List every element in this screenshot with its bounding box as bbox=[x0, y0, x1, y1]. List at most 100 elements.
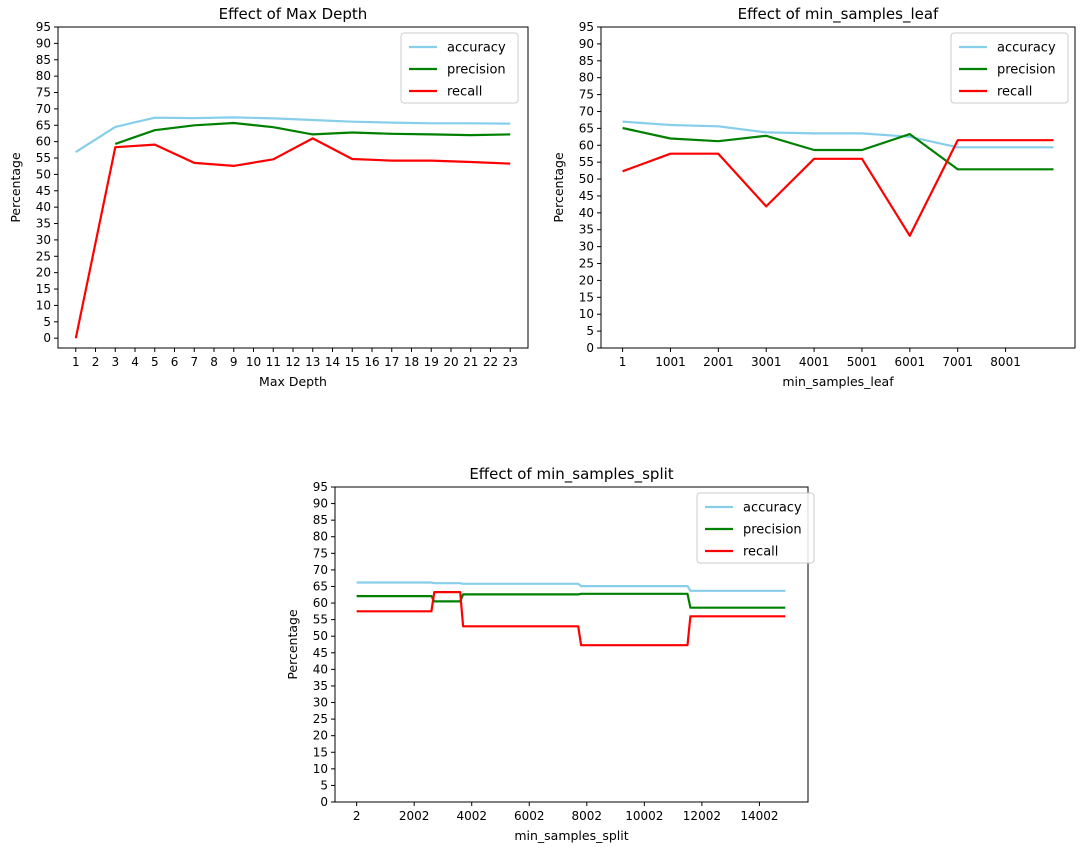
series-line-accuracy bbox=[75, 116, 511, 154]
y-tick-label: 80 bbox=[36, 69, 51, 83]
legend-label-accuracy: accuracy bbox=[447, 41, 506, 56]
legend: accuracy precision recall bbox=[950, 32, 1069, 104]
series-line-accuracy bbox=[356, 581, 786, 592]
y-tick-label: 60 bbox=[36, 135, 51, 149]
y-tick-label: 10 bbox=[579, 307, 594, 321]
x-tick-label: 21 bbox=[463, 355, 478, 369]
y-tick-label: 10 bbox=[313, 762, 328, 776]
y-tick-label: 55 bbox=[313, 613, 328, 627]
y-tick-label: 60 bbox=[313, 596, 328, 610]
series-line-accuracy bbox=[622, 120, 1054, 149]
y-tick-label: 45 bbox=[579, 189, 594, 203]
x-tick-label: 6 bbox=[171, 355, 179, 369]
y-tick-label: 70 bbox=[313, 563, 328, 577]
y-tick-label: 85 bbox=[313, 513, 328, 527]
y-axis-label: Percentage bbox=[8, 152, 23, 223]
y-axis-label: Percentage bbox=[285, 609, 300, 680]
x-tick-label: 2002 bbox=[399, 809, 430, 823]
y-tick-label: 30 bbox=[579, 240, 594, 254]
y-tick-label: 20 bbox=[313, 729, 328, 743]
x-tick-label: 7001 bbox=[942, 355, 973, 369]
y-tick-label: 70 bbox=[36, 102, 51, 116]
legend-label-precision: precision bbox=[997, 63, 1056, 78]
y-tick-label: 35 bbox=[579, 223, 594, 237]
x-tick-label: 4001 bbox=[799, 355, 830, 369]
series-line-recall bbox=[74, 137, 511, 339]
y-tick-label: 35 bbox=[36, 217, 51, 231]
y-tick-label: 65 bbox=[579, 121, 594, 135]
x-tick-label: 5001 bbox=[847, 355, 878, 369]
x-tick-label: 15 bbox=[345, 355, 360, 369]
legend-label-accuracy: accuracy bbox=[997, 41, 1056, 56]
plot-frame bbox=[600, 26, 1076, 349]
x-tick-label: 14 bbox=[325, 355, 340, 369]
plot-frame bbox=[57, 26, 529, 349]
x-tick-label: 23 bbox=[503, 355, 518, 369]
chart-title: Effect of min_samples_split bbox=[469, 465, 673, 484]
y-tick-label: 90 bbox=[313, 497, 328, 511]
y-tick-label: 55 bbox=[36, 151, 51, 165]
x-axis-label: Max Depth bbox=[259, 374, 327, 389]
x-tick-label: 12002 bbox=[683, 809, 721, 823]
x-tick-label: 5 bbox=[151, 355, 159, 369]
x-tick-label: 2001 bbox=[703, 355, 734, 369]
x-tick-label: 4002 bbox=[456, 809, 487, 823]
y-tick-label: 5 bbox=[320, 778, 328, 792]
legend-label-recall: recall bbox=[447, 85, 482, 100]
x-tick-label: 14002 bbox=[740, 809, 778, 823]
y-tick-label: 85 bbox=[579, 54, 594, 68]
series-group bbox=[74, 116, 511, 339]
y-tick-label: 0 bbox=[586, 341, 594, 355]
x-tick-label: 8001 bbox=[990, 355, 1021, 369]
plot-frame bbox=[334, 486, 809, 803]
y-tick-label: 80 bbox=[579, 71, 594, 85]
y-tick-label: 5 bbox=[43, 315, 51, 329]
legend-label-recall: recall bbox=[997, 85, 1032, 100]
legend: accuracy precision recall bbox=[696, 492, 815, 564]
chart-title: Effect of Max Depth bbox=[219, 5, 368, 23]
chart-min-samples-leaf: Effect of min_samples_leaf 0 5 10 15 20 25 30 35… bbox=[551, 5, 1076, 389]
series-group bbox=[622, 120, 1054, 237]
x-tick-label: 13 bbox=[305, 355, 320, 369]
x-tick-label: 7 bbox=[190, 355, 198, 369]
x-tick-label: 2 bbox=[92, 355, 100, 369]
y-tick-label: 0 bbox=[43, 331, 51, 345]
series-line-recall bbox=[622, 139, 1054, 237]
x-axis-label: min_samples_split bbox=[514, 828, 628, 843]
chart-title: Effect of min_samples_leaf bbox=[738, 5, 939, 24]
y-tick-label: 20 bbox=[579, 273, 594, 287]
x-tick-label: 1 bbox=[619, 355, 627, 369]
y-tick-label: 85 bbox=[36, 53, 51, 67]
y-tick-label: 50 bbox=[579, 172, 594, 186]
x-tick-label: 22 bbox=[483, 355, 498, 369]
y-tick-label: 40 bbox=[313, 662, 328, 676]
y-tick-label: 95 bbox=[36, 20, 51, 34]
x-tick-label: 16 bbox=[364, 355, 379, 369]
legend-label-accuracy: accuracy bbox=[743, 501, 802, 516]
series-line-recall bbox=[356, 590, 786, 647]
x-tick-label: 11 bbox=[266, 355, 281, 369]
y-tick-label: 35 bbox=[313, 679, 328, 693]
x-tick-label: 10002 bbox=[625, 809, 663, 823]
y-tick-label: 75 bbox=[579, 88, 594, 102]
y-tick-label: 0 bbox=[320, 795, 328, 809]
y-tick-label: 45 bbox=[313, 646, 328, 660]
y-tick-label: 15 bbox=[313, 745, 328, 759]
x-tick-label: 8 bbox=[210, 355, 218, 369]
y-tick-label: 25 bbox=[313, 712, 328, 726]
x-tick-label: 9 bbox=[230, 355, 238, 369]
legend-label-precision: precision bbox=[447, 63, 506, 78]
x-tick-label: 19 bbox=[424, 355, 439, 369]
x-tick-label: 20 bbox=[443, 355, 458, 369]
y-tick-label: 20 bbox=[36, 266, 51, 280]
y-tick-label: 25 bbox=[579, 257, 594, 271]
legend-box bbox=[696, 492, 815, 564]
x-axis-label: min_samples_leaf bbox=[782, 374, 894, 389]
y-tick-label: 45 bbox=[36, 184, 51, 198]
y-tick-label: 70 bbox=[579, 104, 594, 118]
legend-box bbox=[400, 32, 519, 104]
y-axis-label: Percentage bbox=[551, 152, 566, 223]
x-tick-label: 8002 bbox=[572, 809, 603, 823]
x-tick-label: 4 bbox=[131, 355, 139, 369]
